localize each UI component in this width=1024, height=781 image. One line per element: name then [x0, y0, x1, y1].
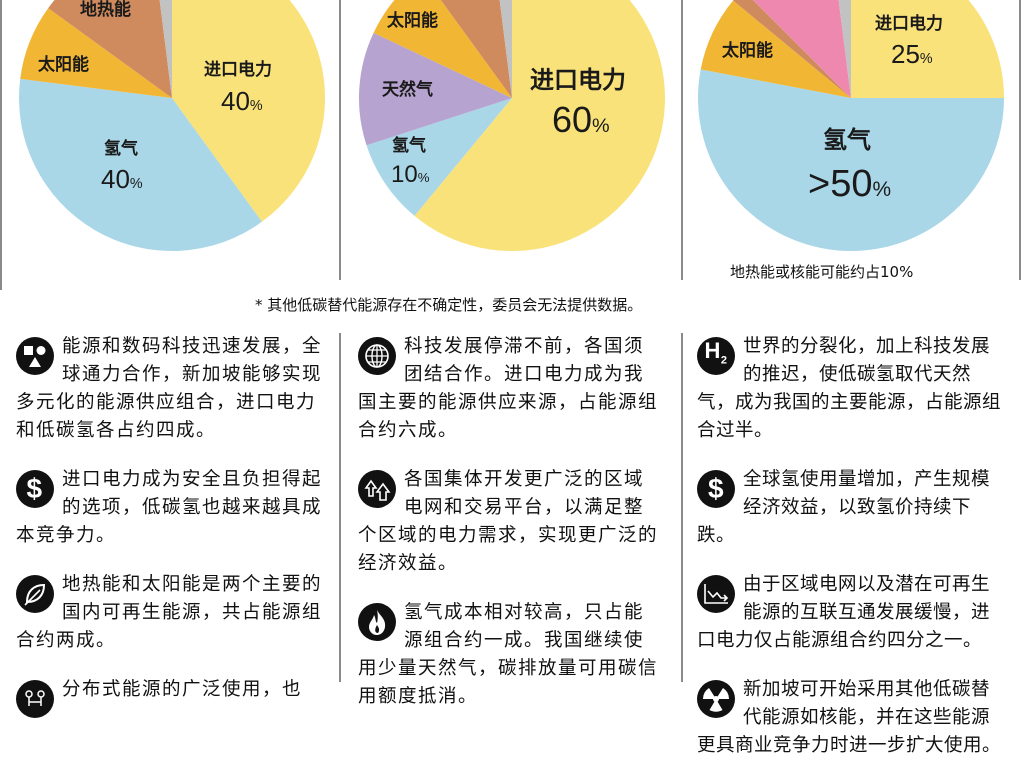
value: 40	[101, 164, 130, 194]
pie1-slice-2	[20, 8, 172, 99]
pie2-slice-1	[366, 98, 512, 216]
column-scenario-3: H2 世界的分裂化，加上科技发展的推迟，使低碳氢取代天然气，成为我国的主要能源，占…	[697, 333, 1007, 781]
pie1-label-solar: 太阳能	[38, 55, 89, 75]
value: 25	[891, 39, 920, 69]
pie2-label-hydrogen: 氢气	[392, 136, 426, 156]
value: 40	[221, 86, 250, 116]
footnote: * 其他低碳替代能源存在不确定性，委员会无法提供数据。	[255, 296, 643, 314]
pie1-value-hydrogen: 40%	[101, 166, 143, 192]
divider	[681, 0, 683, 280]
scenario-point-text: 世界的分裂化，加上科技发展的推迟，使低碳氢取代天然气，成为我国的主要能源，占能源…	[697, 336, 1002, 441]
pie3-slice-5	[838, 0, 851, 98]
divider	[681, 333, 683, 682]
pie1-label-hydrogen: 氢气	[104, 139, 138, 159]
pie3-slice-2	[700, 0, 851, 99]
pie2-value-imports: 60%	[552, 102, 610, 138]
scenario-point-text: 新加坡可开始采用其他低碳替代能源如核能，并在这些能源更具商业竞争力时进一步扩大使…	[697, 679, 1002, 756]
pie2-label-imports: 进口电力	[530, 66, 626, 94]
scenario-point: $ 全球氢使用量增加，产生规模经济效益，以致氢价持续下跌。	[697, 466, 1007, 550]
scenario-point-text: 氢气成本相对较高，只占能源组合约一成。我国继续使用少量天然气，碳排放量可用碳信用…	[358, 602, 659, 707]
declining-chart-icon	[697, 575, 735, 613]
h2-icon: H2	[697, 337, 735, 375]
value: 10	[391, 161, 418, 188]
scenario-point: 由于区域电网以及潜在可再生能源的互联互通发展缓慢，进口电力仅占能源组合约四分之一…	[697, 571, 1007, 655]
scenario-point-text: 由于区域电网以及潜在可再生能源的互联互通发展缓慢，进口电力仅占能源组合约四分之一…	[697, 574, 991, 651]
percent: %	[417, 170, 430, 185]
divider	[0, 0, 2, 290]
pie3-value-imports: 25%	[891, 41, 933, 67]
flame-icon	[358, 603, 396, 641]
scenario-point: H2 世界的分裂化，加上科技发展的推迟，使低碳氢取代天然气，成为我国的主要能源，占…	[697, 333, 1007, 445]
dollar-icon: $	[697, 470, 735, 508]
divider	[1019, 0, 1021, 280]
scenario-point-text: 科技发展停滞不前，各国须团结合作。进口电力成为我国主要的能源供应来源，占能源组合…	[358, 336, 659, 441]
pie2-slice-4	[440, 0, 512, 98]
pie3-slice-3	[733, 0, 851, 98]
distributed-energy-icon	[16, 680, 54, 718]
column-scenario-2: 科技发展停滞不前，各国须团结合作。进口电力成为我国主要的能源供应来源，占能源组合…	[358, 333, 662, 732]
scenario-point-text: 各国集体开发更广泛的区域电网和交易平台，以满足整个区域的电力需求，实现更广泛的经…	[358, 469, 659, 574]
scenario-point-text: 能源和数码科技迅速发展，全球通力合作，新加坡能够实现多元化的能源供应组合，进口电…	[16, 336, 322, 441]
radiation-icon	[697, 680, 735, 718]
scenario-point-text: 地热能和太阳能是两个主要的国内可再生能源，共占能源组合约两成。	[16, 574, 322, 651]
dollar-icon: $	[16, 470, 54, 508]
value: >50	[808, 163, 873, 205]
scenario-point-text: 全球氢使用量增加，产生规模经济效益，以致氢价持续下跌。	[697, 469, 991, 546]
pie3-slice-1	[697, 69, 1004, 251]
percent: %	[249, 98, 263, 114]
divider	[339, 333, 341, 682]
pie3-slice-4	[753, 0, 851, 98]
pie3-label-imports: 进口电力	[875, 14, 943, 34]
column-scenario-1: 能源和数码科技迅速发展，全球通力合作，新加坡能够实现多元化的能源供应组合，进口电…	[16, 333, 322, 739]
pie3-value-hydrogen: >50%	[808, 165, 891, 203]
up-arrows-icon	[358, 470, 396, 508]
pie1-slice-0	[172, 0, 325, 222]
scenario-point: 各国集体开发更广泛的区域电网和交易平台，以满足整个区域的电力需求，实现更广泛的经…	[358, 466, 662, 578]
pie1-slice-1	[19, 78, 262, 252]
scenario-point: 新加坡可开始采用其他低碳替代能源如核能，并在这些能源更具商业竞争力时进一步扩大使…	[697, 676, 1007, 760]
divider	[339, 0, 341, 280]
pie2-slice-5	[499, 0, 512, 98]
scenario-point: 能源和数码科技迅速发展，全球通力合作，新加坡能够实现多元化的能源供应组合，进口电…	[16, 333, 322, 445]
pie2-slice-2	[359, 32, 512, 146]
pie-charts	[19, 0, 1004, 252]
scenario-point-text: 进口电力成为安全且负担得起的选项，低碳氢也越来越具成本竞争力。	[16, 469, 322, 546]
pie1-slice-4	[159, 0, 172, 98]
leaf-icon	[16, 575, 54, 613]
pie1-value-imports: 40%	[221, 88, 263, 114]
scenario-point: $ 进口电力成为安全且负担得起的选项，低碳氢也越来越具成本竞争力。	[16, 466, 322, 550]
percent: %	[872, 178, 892, 201]
value: 60	[552, 99, 593, 140]
pie1-slice-3	[48, 0, 172, 98]
scenario-point: 分布式能源的广泛使用，也	[16, 676, 322, 718]
pie2-slice-0	[414, 0, 665, 251]
pie2-label-solar: 太阳能	[387, 11, 438, 31]
pie1-label-imports: 进口电力	[204, 60, 272, 80]
pie3-caption: 地热能或核能可能约占10%	[730, 263, 914, 281]
scenario-point-text: 分布式能源的广泛使用，也	[62, 679, 303, 700]
pie3-label-hydrogen: 氢气	[823, 126, 871, 154]
pie2-value-hydrogen: 10%	[391, 163, 429, 187]
scenario-point: 科技发展停滞不前，各国须团结合作。进口电力成为我国主要的能源供应来源，占能源组合…	[358, 333, 662, 445]
pie3-slice-0	[851, 0, 1004, 98]
percent: %	[592, 115, 610, 137]
pie1-label-geothermal: 地热能	[80, 0, 131, 20]
shapes-icon	[16, 337, 54, 375]
pie2-label-natural-gas: 天然气	[382, 80, 433, 100]
scenario-point: 地热能和太阳能是两个主要的国内可再生能源，共占能源组合约两成。	[16, 571, 322, 655]
percent: %	[129, 176, 143, 192]
scenario-point: 氢气成本相对较高，只占能源组合约一成。我国继续使用少量天然气，碳排放量可用碳信用…	[358, 599, 662, 711]
pie2-slice-3	[373, 0, 512, 98]
globe-icon	[358, 337, 396, 375]
pie3-label-solar: 太阳能	[722, 41, 773, 61]
percent: %	[919, 51, 933, 67]
